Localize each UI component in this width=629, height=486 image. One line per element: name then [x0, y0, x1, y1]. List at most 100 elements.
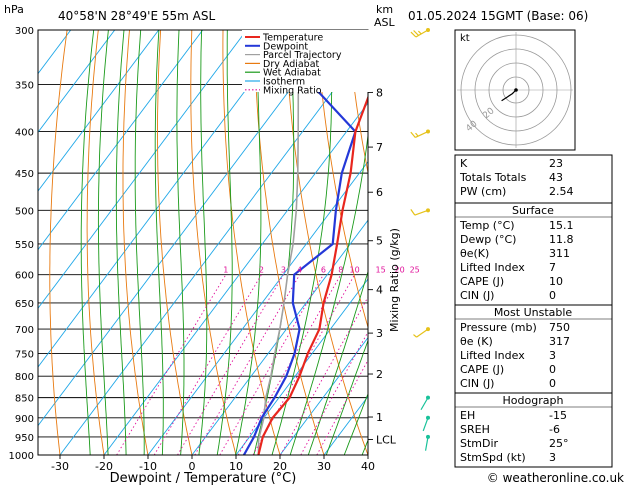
- legend-label: Mixing Ratio: [263, 85, 322, 96]
- surface-title: Surface: [512, 204, 554, 217]
- temperature-tick-label: 30: [317, 460, 331, 473]
- table-row-label: K: [460, 157, 468, 170]
- height-tick-label: 5: [376, 235, 383, 248]
- dry-adiabat-line: [347, 30, 368, 175]
- hodograph-trace: [501, 89, 517, 102]
- indices-table: K 23 Totals Totals 43 PW (cm) 2.54: [454, 154, 613, 206]
- pressure-tick-label: 500: [15, 206, 34, 217]
- table-row-label: Temp (°C): [459, 219, 515, 232]
- table-row-label: Totals Totals: [459, 171, 527, 184]
- wind-barb-staff: [415, 29, 429, 38]
- table-row-value: 7: [549, 261, 556, 274]
- table-row-label: CAPE (J): [460, 363, 504, 376]
- wind-barb-feather: [417, 30, 422, 35]
- legend-label: Parcel Trajectory: [263, 50, 342, 61]
- isotherm-line: [279, 336, 368, 455]
- pressure-tick-label: 700: [15, 325, 34, 336]
- table-row-value: 2.54: [549, 185, 574, 198]
- wind-barb-feather: [413, 30, 419, 36]
- table-row-label: EH: [460, 409, 475, 422]
- dry-adiabat-line: [122, 30, 149, 455]
- mixing-ratio-line: [116, 274, 227, 455]
- most-unstable-title: Most Unstable: [494, 306, 573, 319]
- wet-adiabat-line: [176, 30, 185, 455]
- location-label: 40°58'N 28°49'E 55m ASL: [58, 9, 215, 23]
- mixing-ratio-line: [252, 274, 355, 455]
- isotherm-line: [147, 160, 368, 455]
- pressure-tick-label: 750: [15, 349, 34, 360]
- mixing-ratio-labels: 1 2 3 4 6 8 10 15 20 25: [223, 266, 420, 275]
- table-row-value: 15.1: [549, 219, 574, 232]
- pressure-tick-label: 950: [15, 433, 34, 444]
- wind-barb-staff: [415, 131, 429, 139]
- datetime-label: 01.05.2024 15GMT (Base: 06): [408, 9, 588, 23]
- temperature-tick-label: 0: [189, 460, 196, 473]
- isotherm-line: [38, 30, 248, 310]
- mixing-ratio-label: 8: [338, 266, 343, 275]
- table-row-value: 311: [549, 247, 570, 260]
- table-row-value: 0: [549, 363, 556, 376]
- height-tick-label: 8: [376, 86, 383, 99]
- table-row-value: 23: [549, 157, 563, 170]
- table-row-label: θe(K): [460, 247, 489, 260]
- mixing-ratio-line: [194, 274, 301, 455]
- series-line-dewpoint: [242, 30, 357, 455]
- legend-label: Wet Adiabat: [263, 68, 321, 79]
- plot-frame: [37, 29, 369, 456]
- table-row-value: 3: [549, 451, 556, 464]
- table-row-value: 25°: [549, 437, 569, 450]
- mixing-ratio-line: [153, 274, 262, 455]
- mixing-ratio-line: [219, 274, 324, 455]
- wet-adiabat-line: [289, 131, 368, 455]
- wet-adiabat-line: [97, 30, 109, 455]
- wind-barb-feather: [410, 31, 417, 38]
- surface-table: Surface Temp (°C) 15.1 Dewp (°C) 11.8 θe(K) 3…: [454, 202, 613, 306]
- pressure-tick-label: 850: [15, 394, 34, 405]
- mixing-ratio-label: 1: [223, 266, 228, 275]
- table-row-label: Lifted Index: [460, 349, 525, 362]
- series-line-parcel-trajectory: [257, 30, 300, 455]
- x-axis-title: Dewpoint / Temperature (°C): [110, 471, 297, 486]
- pressure-tick-label: 900: [15, 414, 34, 425]
- dry-adiabat-line: [190, 30, 237, 455]
- wet-adiabat-line: [134, 30, 145, 455]
- dry-adiabat-line: [610, 0, 629, 472]
- temperature-tick-label: 20: [273, 460, 287, 473]
- wind-barb-feather: [410, 209, 416, 216]
- table-row-label: θe (K): [460, 335, 493, 348]
- height-axis: 8 7 6 5 4 3 2 1 LCL: [368, 86, 397, 446]
- hodograph: kt 40 20: [454, 29, 576, 151]
- mixing-ratio-line: [177, 274, 284, 455]
- table-row-label: PW (cm): [460, 185, 506, 198]
- series-line-temperature: [257, 94, 368, 455]
- hodograph-unit: kt: [460, 33, 470, 44]
- wind-barb-feather: [410, 131, 416, 138]
- hodograph-point: [514, 88, 518, 92]
- pressure-axis: 300 350 400 450 500 550 600 650 700 750 800 850 900 9…: [9, 26, 34, 462]
- wet-adiabat-line: [216, 30, 233, 455]
- wet-adiabat-line: [343, 392, 368, 455]
- mixing-ratio-label: 2: [259, 266, 264, 275]
- height-tick-label: 4: [376, 284, 383, 297]
- height-tick-label: 6: [376, 186, 383, 199]
- wind-barb-staff: [414, 209, 429, 216]
- credit-label: © weatheronline.co.uk: [487, 471, 624, 485]
- table-row-value: 11.8: [549, 233, 574, 246]
- pressure-tick-label: 550: [15, 240, 34, 251]
- wind-barbs: [410, 28, 430, 451]
- wet-adiabat-line: [115, 30, 127, 455]
- table-row-label: CAPE (J): [460, 275, 504, 288]
- height-tick-label: 1: [376, 411, 383, 424]
- mixing-ratio-label: 3: [281, 266, 286, 275]
- temperature-axis: -30 -20 -10 0 10 20 30 40: [51, 455, 375, 473]
- table-row-value: 750: [549, 321, 570, 334]
- wet-adiabat-line: [154, 30, 164, 455]
- table-row-label: StmSpd (kt): [460, 451, 526, 464]
- isotherm-line: [191, 219, 368, 455]
- dry-adiabat-line: [284, 30, 368, 455]
- dry-adiabat-line: [316, 30, 368, 329]
- most-unstable-table: Most Unstable Pressure (mb) 750 θe (K) 317 L…: [454, 304, 613, 394]
- mixing-ratio-label: 25: [410, 266, 420, 275]
- pressure-unit-label: hPa: [4, 3, 24, 16]
